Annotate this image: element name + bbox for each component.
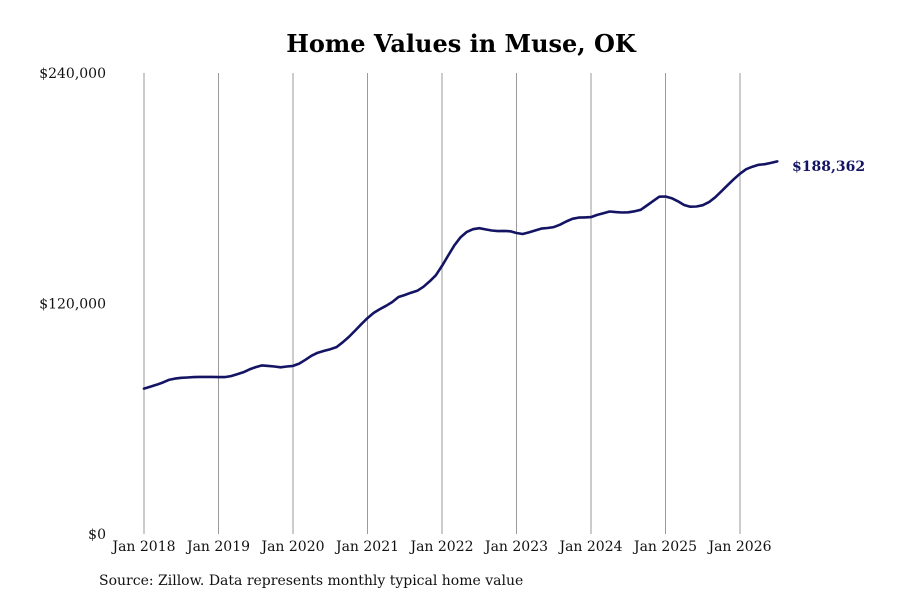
x-tick-label: Jan 2021: [334, 539, 399, 555]
x-tick-label: Jan 2020: [259, 539, 324, 555]
grid-lines: [143, 73, 741, 534]
y-tick-label: $120,000: [39, 297, 106, 313]
x-tick-label: Jan 2025: [632, 539, 697, 555]
y-axis-ticks: $0 $120,000 $240,000: [39, 66, 106, 543]
series-line-0: [142, 160, 779, 390]
x-tick-label: Jan 2024: [557, 539, 622, 555]
x-tick-label: Jan 2019: [185, 539, 250, 555]
chart-title: Home Values in Muse, OK: [286, 29, 637, 58]
x-tick-label: Jan 2023: [483, 539, 548, 555]
x-tick-label: Jan 2018: [110, 539, 175, 555]
y-tick-label: $240,000: [39, 66, 106, 82]
y-tick-label: $0: [88, 527, 106, 543]
x-axis-ticks: Jan 2018 Jan 2019 Jan 2020 Jan 2021 Jan 2022…: [110, 539, 771, 555]
x-tick-label: Jan 2022: [408, 539, 473, 555]
end-value-label: $188,362: [792, 159, 865, 175]
x-tick-label: Jan 2026: [706, 539, 771, 555]
series-layer: [142, 160, 779, 390]
source-note: Source: Zillow. Data represents monthly …: [99, 573, 524, 589]
